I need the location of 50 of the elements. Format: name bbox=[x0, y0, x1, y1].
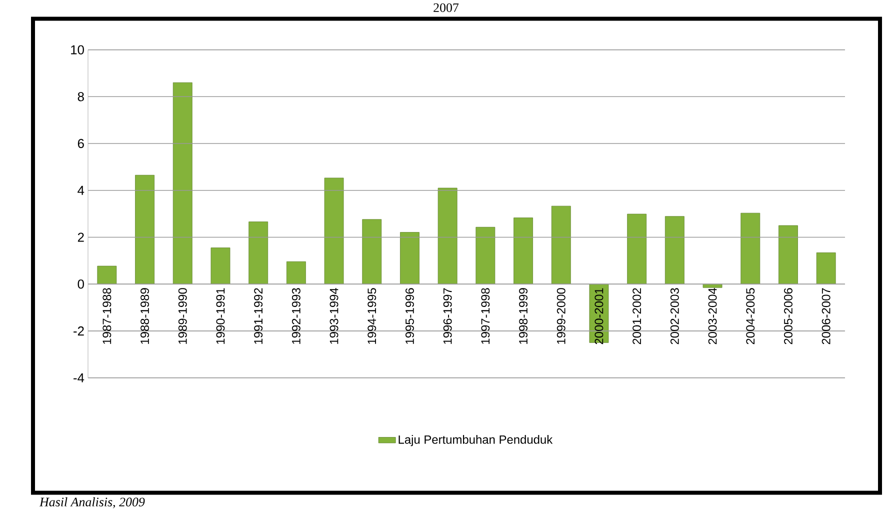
x-tick-label: 1989-1990 bbox=[178, 288, 187, 344]
x-tick-label: 2004-2005 bbox=[746, 288, 755, 344]
y-tick-label: 0 bbox=[78, 280, 84, 289]
y-tick-label: 8 bbox=[78, 92, 84, 102]
bar bbox=[664, 216, 684, 284]
bar bbox=[816, 252, 836, 284]
bar bbox=[778, 225, 798, 284]
x-tick-label: 1988-1989 bbox=[140, 288, 150, 344]
bar bbox=[551, 206, 571, 284]
x-tick-label: 1998-1999 bbox=[519, 288, 528, 344]
bar bbox=[97, 266, 117, 284]
bar bbox=[135, 175, 154, 284]
bar bbox=[627, 214, 647, 284]
y-tick-label: 10 bbox=[71, 45, 84, 54]
y-tick-label: 4 bbox=[78, 186, 84, 195]
bar bbox=[476, 227, 496, 284]
chart-title: 2007 bbox=[434, 3, 459, 12]
x-tick-label: 1995-1996 bbox=[406, 288, 414, 344]
legend-label: Laju Pertumbuhan Penduduk bbox=[398, 435, 553, 446]
bar bbox=[514, 218, 533, 284]
bar bbox=[324, 178, 344, 284]
x-tick-label: 2006-2007 bbox=[822, 288, 830, 344]
x-tick-label: 1993-1994 bbox=[330, 288, 338, 344]
x-tick-label: 2005-2006 bbox=[784, 288, 792, 344]
x-tick-label: 1987-1988 bbox=[102, 288, 112, 344]
x-tick-label: 1997-1998 bbox=[481, 288, 490, 344]
x-tick-label: 1996-1997 bbox=[443, 288, 452, 344]
x-tick-label: 1991-1992 bbox=[254, 288, 263, 344]
x-tick-label: 1990-1991 bbox=[216, 288, 225, 344]
bar bbox=[210, 248, 230, 284]
bar bbox=[248, 222, 268, 284]
text: Hasil Analisis, 2009 bbox=[39, 497, 145, 508]
bar bbox=[362, 219, 382, 284]
bar bbox=[172, 82, 192, 284]
y-tick-label: -4 bbox=[74, 373, 84, 382]
x-tick-label: 2000-2001 bbox=[594, 288, 604, 344]
x-tick-label: 1992-1993 bbox=[292, 288, 300, 344]
bar bbox=[702, 284, 722, 288]
x-tick-label: 2002-2003 bbox=[670, 288, 679, 344]
bar bbox=[400, 232, 420, 284]
x-tick-label: 1994-1995 bbox=[368, 288, 376, 344]
x-tick-label: 2003-2004 bbox=[708, 288, 717, 344]
bar bbox=[286, 261, 306, 284]
y-tick-label: 2 bbox=[78, 232, 84, 242]
y-tick-label: 6 bbox=[78, 139, 84, 148]
x-tick-label: 2001-2002 bbox=[632, 288, 642, 344]
bar bbox=[438, 188, 458, 284]
x-tick-label: 1999-2000 bbox=[556, 288, 566, 344]
bar bbox=[740, 212, 760, 284]
y-tick-label: -2 bbox=[74, 326, 84, 336]
